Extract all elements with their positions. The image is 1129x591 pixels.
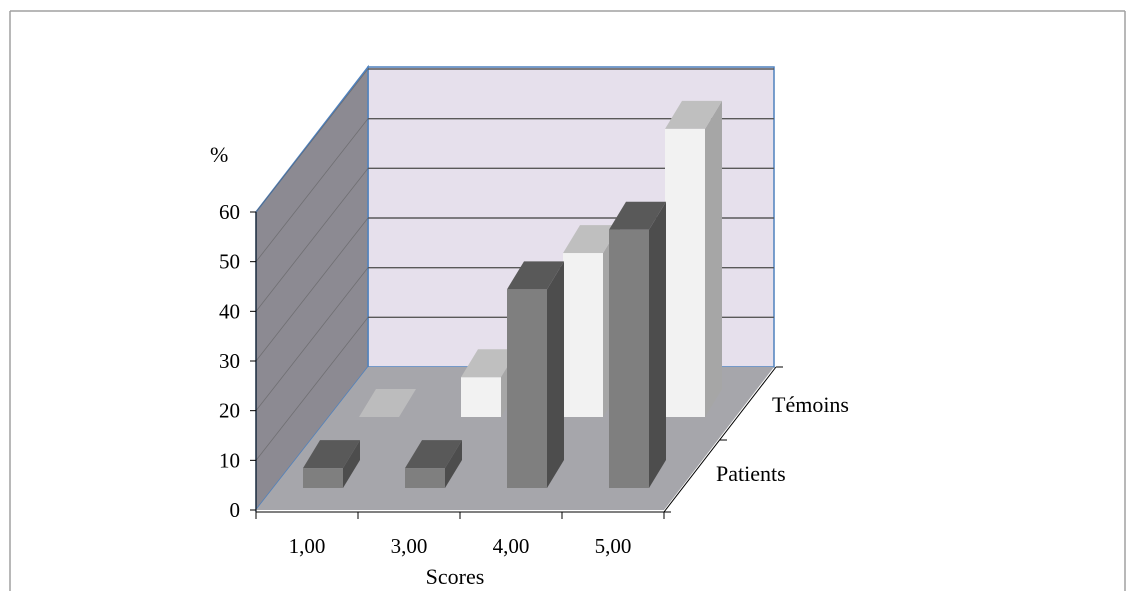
bar-temoins-top <box>461 349 518 378</box>
bar-temoins-side <box>705 100 722 417</box>
y-tick-label: 0 <box>230 498 241 522</box>
y-tick-label: 50 <box>219 250 240 274</box>
bar-temoins-front <box>461 377 501 417</box>
x-tick-label: 3,00 <box>391 534 428 558</box>
bar-patients-top <box>507 261 564 290</box>
y-axis-title: % <box>210 142 228 167</box>
series-label-temoins: Témoins <box>772 392 849 417</box>
bars <box>303 100 722 488</box>
bar-patients-side <box>343 440 360 488</box>
y-tick-label: 10 <box>219 448 240 472</box>
bar-patients-front <box>507 289 547 488</box>
gridline-side <box>255 317 369 461</box>
x-tick-label: 4,00 <box>493 534 530 558</box>
x-tick-label: 5,00 <box>595 534 632 558</box>
y-ticks: 0 10 20 30 40 50 60 <box>219 200 256 522</box>
bar-patients-top <box>303 440 360 469</box>
gridline-side <box>255 68 369 213</box>
y-tick-label: 30 <box>219 349 240 373</box>
bar-patients-side <box>547 261 564 488</box>
y-tick-label: 60 <box>219 200 240 224</box>
side-gridlines <box>255 68 369 461</box>
bar-patients-side <box>649 201 666 488</box>
bar-patients-front <box>405 468 445 488</box>
depth-ticks <box>664 366 783 513</box>
bar-patients-front <box>303 468 343 488</box>
bar-patients-side <box>445 440 462 488</box>
x-ticks: 1,00 3,00 4,00 5,00 <box>255 512 665 558</box>
x-tick-label: 1,00 <box>289 534 326 558</box>
bar-temoins-flat <box>359 389 416 417</box>
bar-patients-front <box>609 229 649 488</box>
bar-patients-top <box>405 440 462 469</box>
series-label-patients: Patients <box>716 461 786 486</box>
gridline-side <box>255 267 369 411</box>
bar-temoins-top <box>563 225 620 254</box>
bar-temoins-front <box>563 253 603 417</box>
gridline-side <box>255 118 369 262</box>
gridline-side <box>255 168 369 312</box>
bar-temoins-top <box>665 100 722 129</box>
y-tick-label: 40 <box>219 299 240 323</box>
x-axis-title: Scores <box>426 564 485 589</box>
gridline-side <box>255 217 369 362</box>
bar-patients-top <box>609 201 666 230</box>
bar-temoins-front <box>665 128 705 417</box>
y-tick-label: 20 <box>219 399 240 423</box>
